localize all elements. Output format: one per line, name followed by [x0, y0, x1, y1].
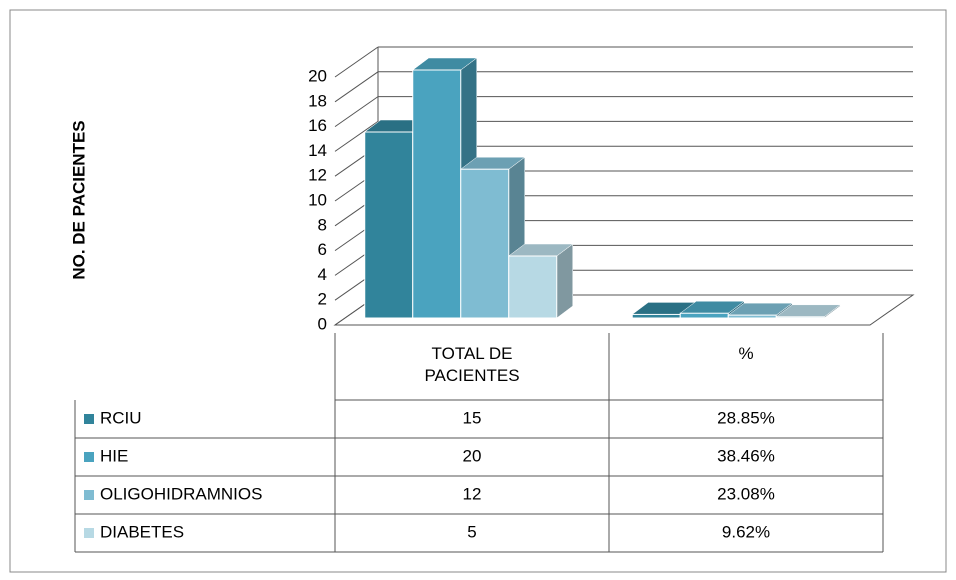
table-value: 20 — [463, 446, 482, 465]
y-tick-label: 4 — [318, 265, 327, 284]
table-value: 28.85% — [717, 408, 775, 427]
table-header: % — [738, 344, 754, 363]
table-value: 9.62% — [722, 522, 770, 541]
y-tick-label: 6 — [318, 240, 327, 259]
table-value: 5 — [467, 522, 476, 541]
y-axis-title: NO. DE PACIENTES — [69, 120, 88, 279]
bar — [412, 69, 462, 319]
y-tick-label: 16 — [308, 116, 327, 135]
y-tick-label: 2 — [318, 290, 327, 309]
bar-side — [556, 243, 573, 319]
bar — [364, 131, 414, 319]
y-tick-label: 18 — [308, 91, 327, 110]
legend-swatch — [84, 414, 94, 424]
grid-line — [334, 96, 379, 128]
legend-swatch — [84, 452, 94, 462]
grid-line — [334, 71, 379, 103]
grid-line — [334, 120, 379, 152]
table-value: 38.46% — [717, 446, 775, 465]
table-header: TOTAL DE PACIENTES — [424, 344, 520, 385]
bar — [679, 312, 729, 319]
bar — [508, 255, 558, 319]
bar — [727, 314, 777, 319]
legend-label: HIE — [100, 446, 128, 465]
bar — [631, 313, 681, 319]
table-value: 23.08% — [717, 484, 775, 503]
y-tick-label: 10 — [308, 190, 327, 209]
table-value: 12 — [463, 484, 482, 503]
legend-swatch — [84, 490, 94, 500]
bar — [460, 168, 510, 319]
grid-line — [334, 46, 379, 78]
y-tick-label: 12 — [308, 166, 327, 185]
y-tick-label: 20 — [308, 66, 327, 85]
legend-swatch — [84, 528, 94, 538]
bar — [775, 316, 825, 319]
y-tick-label: 14 — [308, 141, 327, 160]
legend-label: DIABETES — [100, 522, 184, 541]
table-value: 15 — [463, 408, 482, 427]
y-tick-label: 0 — [318, 314, 327, 333]
legend-label: RCIU — [100, 408, 142, 427]
legend-label: OLIGOHIDRAMNIOS — [100, 484, 262, 503]
y-tick-label: 8 — [318, 215, 327, 234]
